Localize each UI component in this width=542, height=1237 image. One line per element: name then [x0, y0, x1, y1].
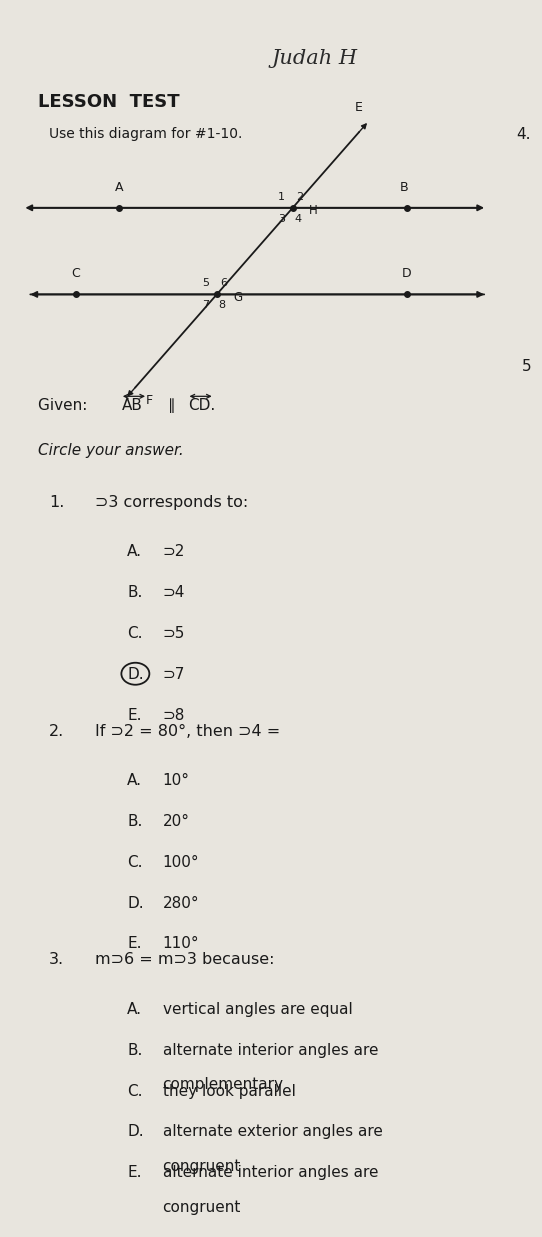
Text: Judah H: Judah H	[272, 49, 357, 68]
Text: 5: 5	[521, 359, 531, 374]
Text: F: F	[145, 393, 152, 407]
Text: G: G	[233, 291, 242, 304]
Text: ∥: ∥	[168, 398, 176, 413]
Text: AB: AB	[122, 398, 143, 413]
Text: 4.: 4.	[517, 127, 531, 142]
Text: E.: E.	[127, 708, 142, 722]
Text: D.: D.	[127, 1124, 144, 1139]
Text: E.: E.	[127, 936, 142, 951]
Text: 110°: 110°	[163, 936, 199, 951]
Text: alternate exterior angles are: alternate exterior angles are	[163, 1124, 383, 1139]
Text: congruent: congruent	[163, 1200, 241, 1215]
Text: congruent: congruent	[163, 1159, 241, 1174]
Text: 6: 6	[220, 278, 227, 288]
Text: A.: A.	[127, 1002, 143, 1017]
Text: 3.: 3.	[49, 952, 64, 967]
Text: C.: C.	[127, 855, 143, 870]
Text: complementary: complementary	[163, 1077, 283, 1092]
Text: alternate interior angles are: alternate interior angles are	[163, 1043, 378, 1058]
Text: LESSON  TEST: LESSON TEST	[38, 93, 179, 111]
Text: 20°: 20°	[163, 814, 190, 829]
Text: 1: 1	[278, 192, 285, 202]
Text: B.: B.	[127, 814, 143, 829]
Text: D.: D.	[127, 667, 144, 682]
Text: A.: A.	[127, 544, 143, 559]
Text: ⊃8: ⊃8	[163, 708, 185, 722]
Text: A: A	[115, 181, 124, 194]
Text: m⊃6 = m⊃3 because:: m⊃6 = m⊃3 because:	[95, 952, 274, 967]
Text: 4: 4	[295, 214, 302, 224]
Text: C.: C.	[127, 1084, 143, 1098]
Text: vertical angles are equal: vertical angles are equal	[163, 1002, 352, 1017]
Text: C.: C.	[127, 626, 143, 641]
Text: 2.: 2.	[49, 724, 64, 738]
Text: ⊃2: ⊃2	[163, 544, 185, 559]
Text: C: C	[72, 267, 80, 281]
Text: 2: 2	[296, 192, 303, 202]
Text: 10°: 10°	[163, 773, 190, 788]
Text: If ⊃2 = 80°, then ⊃4 =: If ⊃2 = 80°, then ⊃4 =	[95, 724, 280, 738]
Text: H: H	[309, 204, 318, 218]
Text: B.: B.	[127, 585, 143, 600]
Text: 100°: 100°	[163, 855, 199, 870]
Text: alternate interior angles are: alternate interior angles are	[163, 1165, 378, 1180]
Text: 8: 8	[219, 301, 226, 310]
Text: B: B	[400, 181, 409, 194]
Text: 3: 3	[278, 214, 285, 224]
Text: D.: D.	[127, 896, 144, 910]
Text: CD.: CD.	[189, 398, 216, 413]
Text: 7: 7	[202, 301, 209, 310]
Text: they look parallel: they look parallel	[163, 1084, 295, 1098]
Text: Circle your answer.: Circle your answer.	[38, 443, 184, 458]
Text: 1.: 1.	[49, 495, 64, 510]
Text: ⊃7: ⊃7	[163, 667, 185, 682]
Text: D: D	[402, 267, 411, 281]
Text: B.: B.	[127, 1043, 143, 1058]
Text: E.: E.	[127, 1165, 142, 1180]
Text: E: E	[355, 101, 363, 114]
Text: ⊃4: ⊃4	[163, 585, 185, 600]
Text: A.: A.	[127, 773, 143, 788]
Text: Given:: Given:	[38, 398, 92, 413]
Text: Use this diagram for #1-10.: Use this diagram for #1-10.	[49, 127, 242, 141]
Text: ⊃3 corresponds to:: ⊃3 corresponds to:	[95, 495, 248, 510]
Text: ⊃5: ⊃5	[163, 626, 185, 641]
Text: 5: 5	[202, 278, 209, 288]
Text: 280°: 280°	[163, 896, 199, 910]
